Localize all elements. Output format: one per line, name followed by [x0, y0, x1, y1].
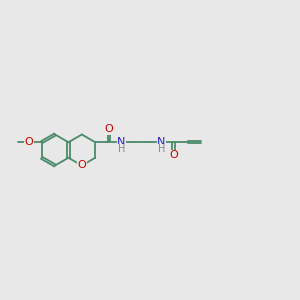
Text: N: N: [157, 137, 165, 147]
Text: H: H: [118, 144, 125, 154]
Text: O: O: [24, 137, 33, 147]
Text: O: O: [77, 160, 86, 170]
Text: O: O: [169, 150, 178, 160]
Text: H: H: [158, 144, 165, 154]
Text: O: O: [105, 124, 113, 134]
Text: N: N: [117, 137, 126, 147]
